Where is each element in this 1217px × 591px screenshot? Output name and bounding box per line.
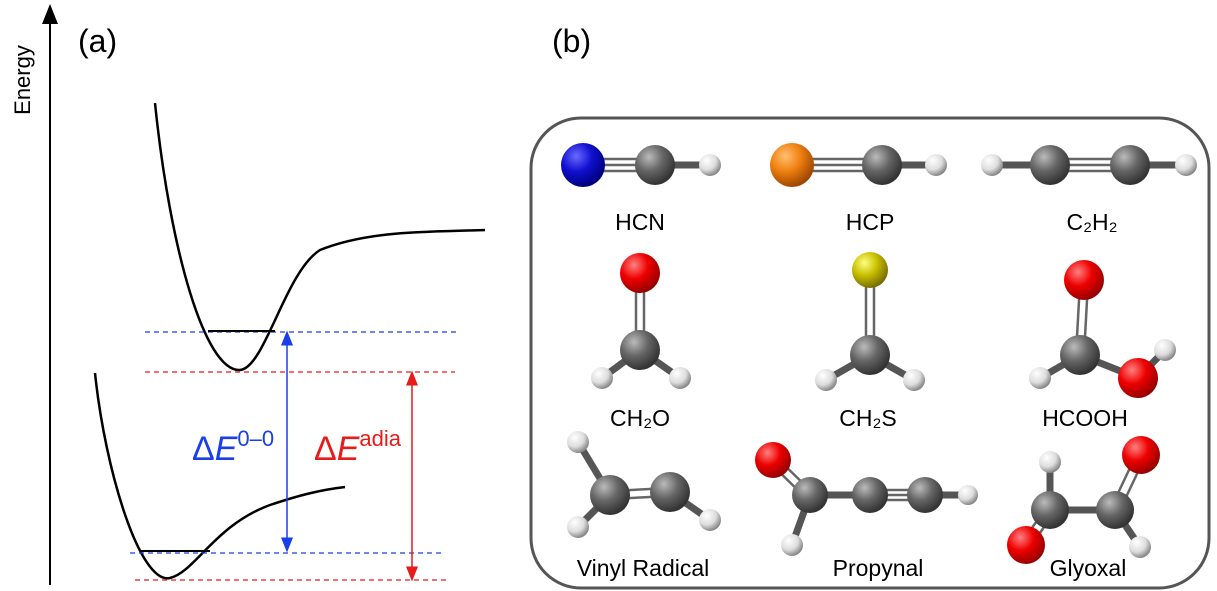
molecule-label: HCN [615,209,665,235]
delta: Δ [314,430,337,468]
panel-b: (b) [531,23,1209,588]
molecule-glyoxal [1007,436,1160,564]
molecule-label: CH₂S [839,405,897,431]
molecule-hcooh [1029,260,1176,398]
molecule-label: CH₂O [610,405,670,431]
molecule-vinyl-radical [567,431,721,538]
molecule-label: Glyoxal [1050,555,1127,581]
molecule-propynal [755,442,978,556]
excited-state-curve [155,103,485,370]
ground-state-curve [95,373,345,578]
molecule-ch2o [591,253,691,389]
panel-a: Energy (a) ΔE0–0 ΔEadia [10,14,485,585]
figure: Energy (a) ΔE0–0 ΔEadia (b) [0,0,1217,591]
molecule-hcn [561,143,721,187]
molecule-c2h2 [981,145,1197,185]
delta: Δ [192,430,215,468]
superscript: 0–0 [237,426,274,451]
molecule-hcp [770,143,947,187]
molecule-label: HCOOH [1042,405,1128,431]
molecule-label: Propynal [833,555,924,581]
superscript: adia [359,426,401,451]
variable: E [215,430,238,468]
delta-e-00: ΔE0–0 [192,426,274,468]
axis-label: Energy [10,45,35,115]
molecule-label: Vinyl Radical [577,555,710,581]
molecule-label: C₂H₂ [1066,209,1117,235]
molecule-ch2s [815,252,925,391]
delta-e-adia: ΔEadia [314,426,402,468]
panel-label: (b) [552,23,591,59]
panel-label: (a) [78,23,117,59]
molecule-label: HCP [846,209,895,235]
variable: E [337,430,360,468]
